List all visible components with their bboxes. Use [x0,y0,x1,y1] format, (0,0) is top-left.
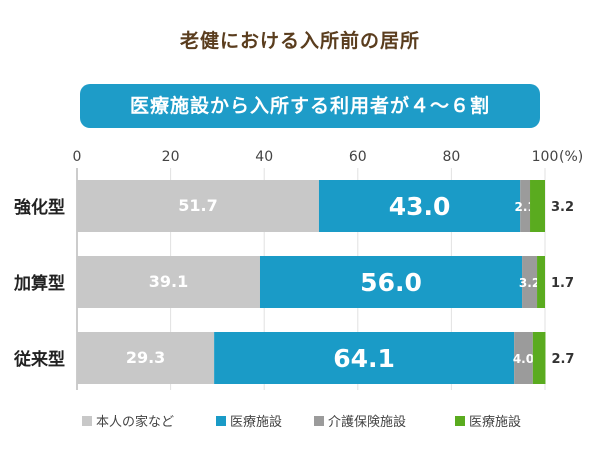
x-tick-label: 80 [442,149,460,165]
legend-label: 介護保険施設 [328,414,406,430]
legend-label: 医療施設 [230,414,282,430]
data-label: 1.7 [551,276,574,291]
legend-swatch [314,416,324,426]
data-label: 56.0 [360,268,422,297]
legend-swatch [455,416,465,426]
x-tick-label: 20 [162,149,180,165]
subtitle-banner: 医療施設から入所する利用者が４～６割 [80,84,540,128]
data-label: 3.2 [519,276,540,290]
bar-segment [259,256,523,308]
data-label: 29.3 [126,348,165,367]
bar-segment [522,256,538,308]
data-label: 2.7 [551,352,574,367]
bar-segment [520,180,531,232]
legend-label: 本人の家など [96,414,174,430]
x-tick-label: 60 [349,149,367,165]
bar-segment [77,256,260,308]
category-label: 強化型 [14,197,65,218]
data-label: 43.0 [389,192,451,221]
x-unit-label: (%) [559,149,583,165]
x-tick-label: 0 [73,149,82,165]
bar-segment [530,180,545,232]
category-label: 加算型 [13,273,65,294]
bar-segment [514,332,533,384]
legend-label: 医療施設 [469,414,521,430]
bar-segment [318,180,521,232]
data-label: 64.1 [333,344,395,373]
x-tick-label: 40 [255,149,273,165]
chart-title: 老健における入所前の居所 [179,30,420,52]
data-label: 51.7 [178,196,217,215]
data-label: 3.2 [551,200,574,215]
bar-segment [537,256,545,308]
bar-segment [77,332,215,384]
data-label: 4.0 [513,352,534,366]
category-label: 従来型 [13,349,65,370]
bar-segment [532,332,546,384]
legend-swatch [216,416,226,426]
bar-segment [214,332,515,384]
data-label: 39.1 [149,272,188,291]
bar-segment [77,180,319,232]
x-tick-label: 100 [532,149,559,165]
legend-swatch [82,416,92,426]
